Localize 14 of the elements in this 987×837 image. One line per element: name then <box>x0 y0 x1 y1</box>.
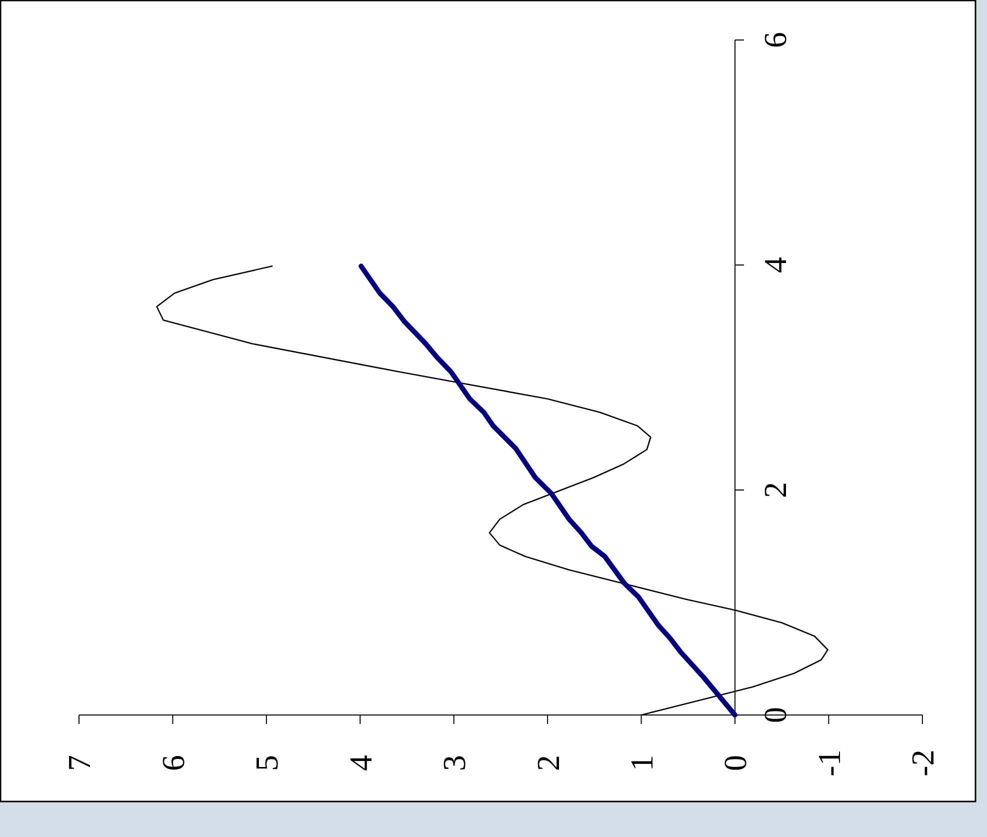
x-tick-label: 5 <box>248 755 285 771</box>
x-tick-label: 1 <box>623 755 660 771</box>
y-tick-label: 2 <box>757 482 794 498</box>
x-tick-label: -1 <box>810 750 847 776</box>
x-tick-label: -2 <box>904 750 941 776</box>
x-tick-label: 2 <box>530 755 566 771</box>
x-tick-label: 0 <box>717 755 754 771</box>
y-tick-label: 0 <box>757 707 794 723</box>
x-tick-label: 7 <box>61 755 98 771</box>
y-tick-label: 6 <box>757 32 794 48</box>
x-tick-label: 4 <box>342 755 378 771</box>
x-tick-label: 3 <box>436 755 472 771</box>
y-tick-label: 4 <box>757 257 794 273</box>
x-tick-label: 6 <box>154 755 191 771</box>
